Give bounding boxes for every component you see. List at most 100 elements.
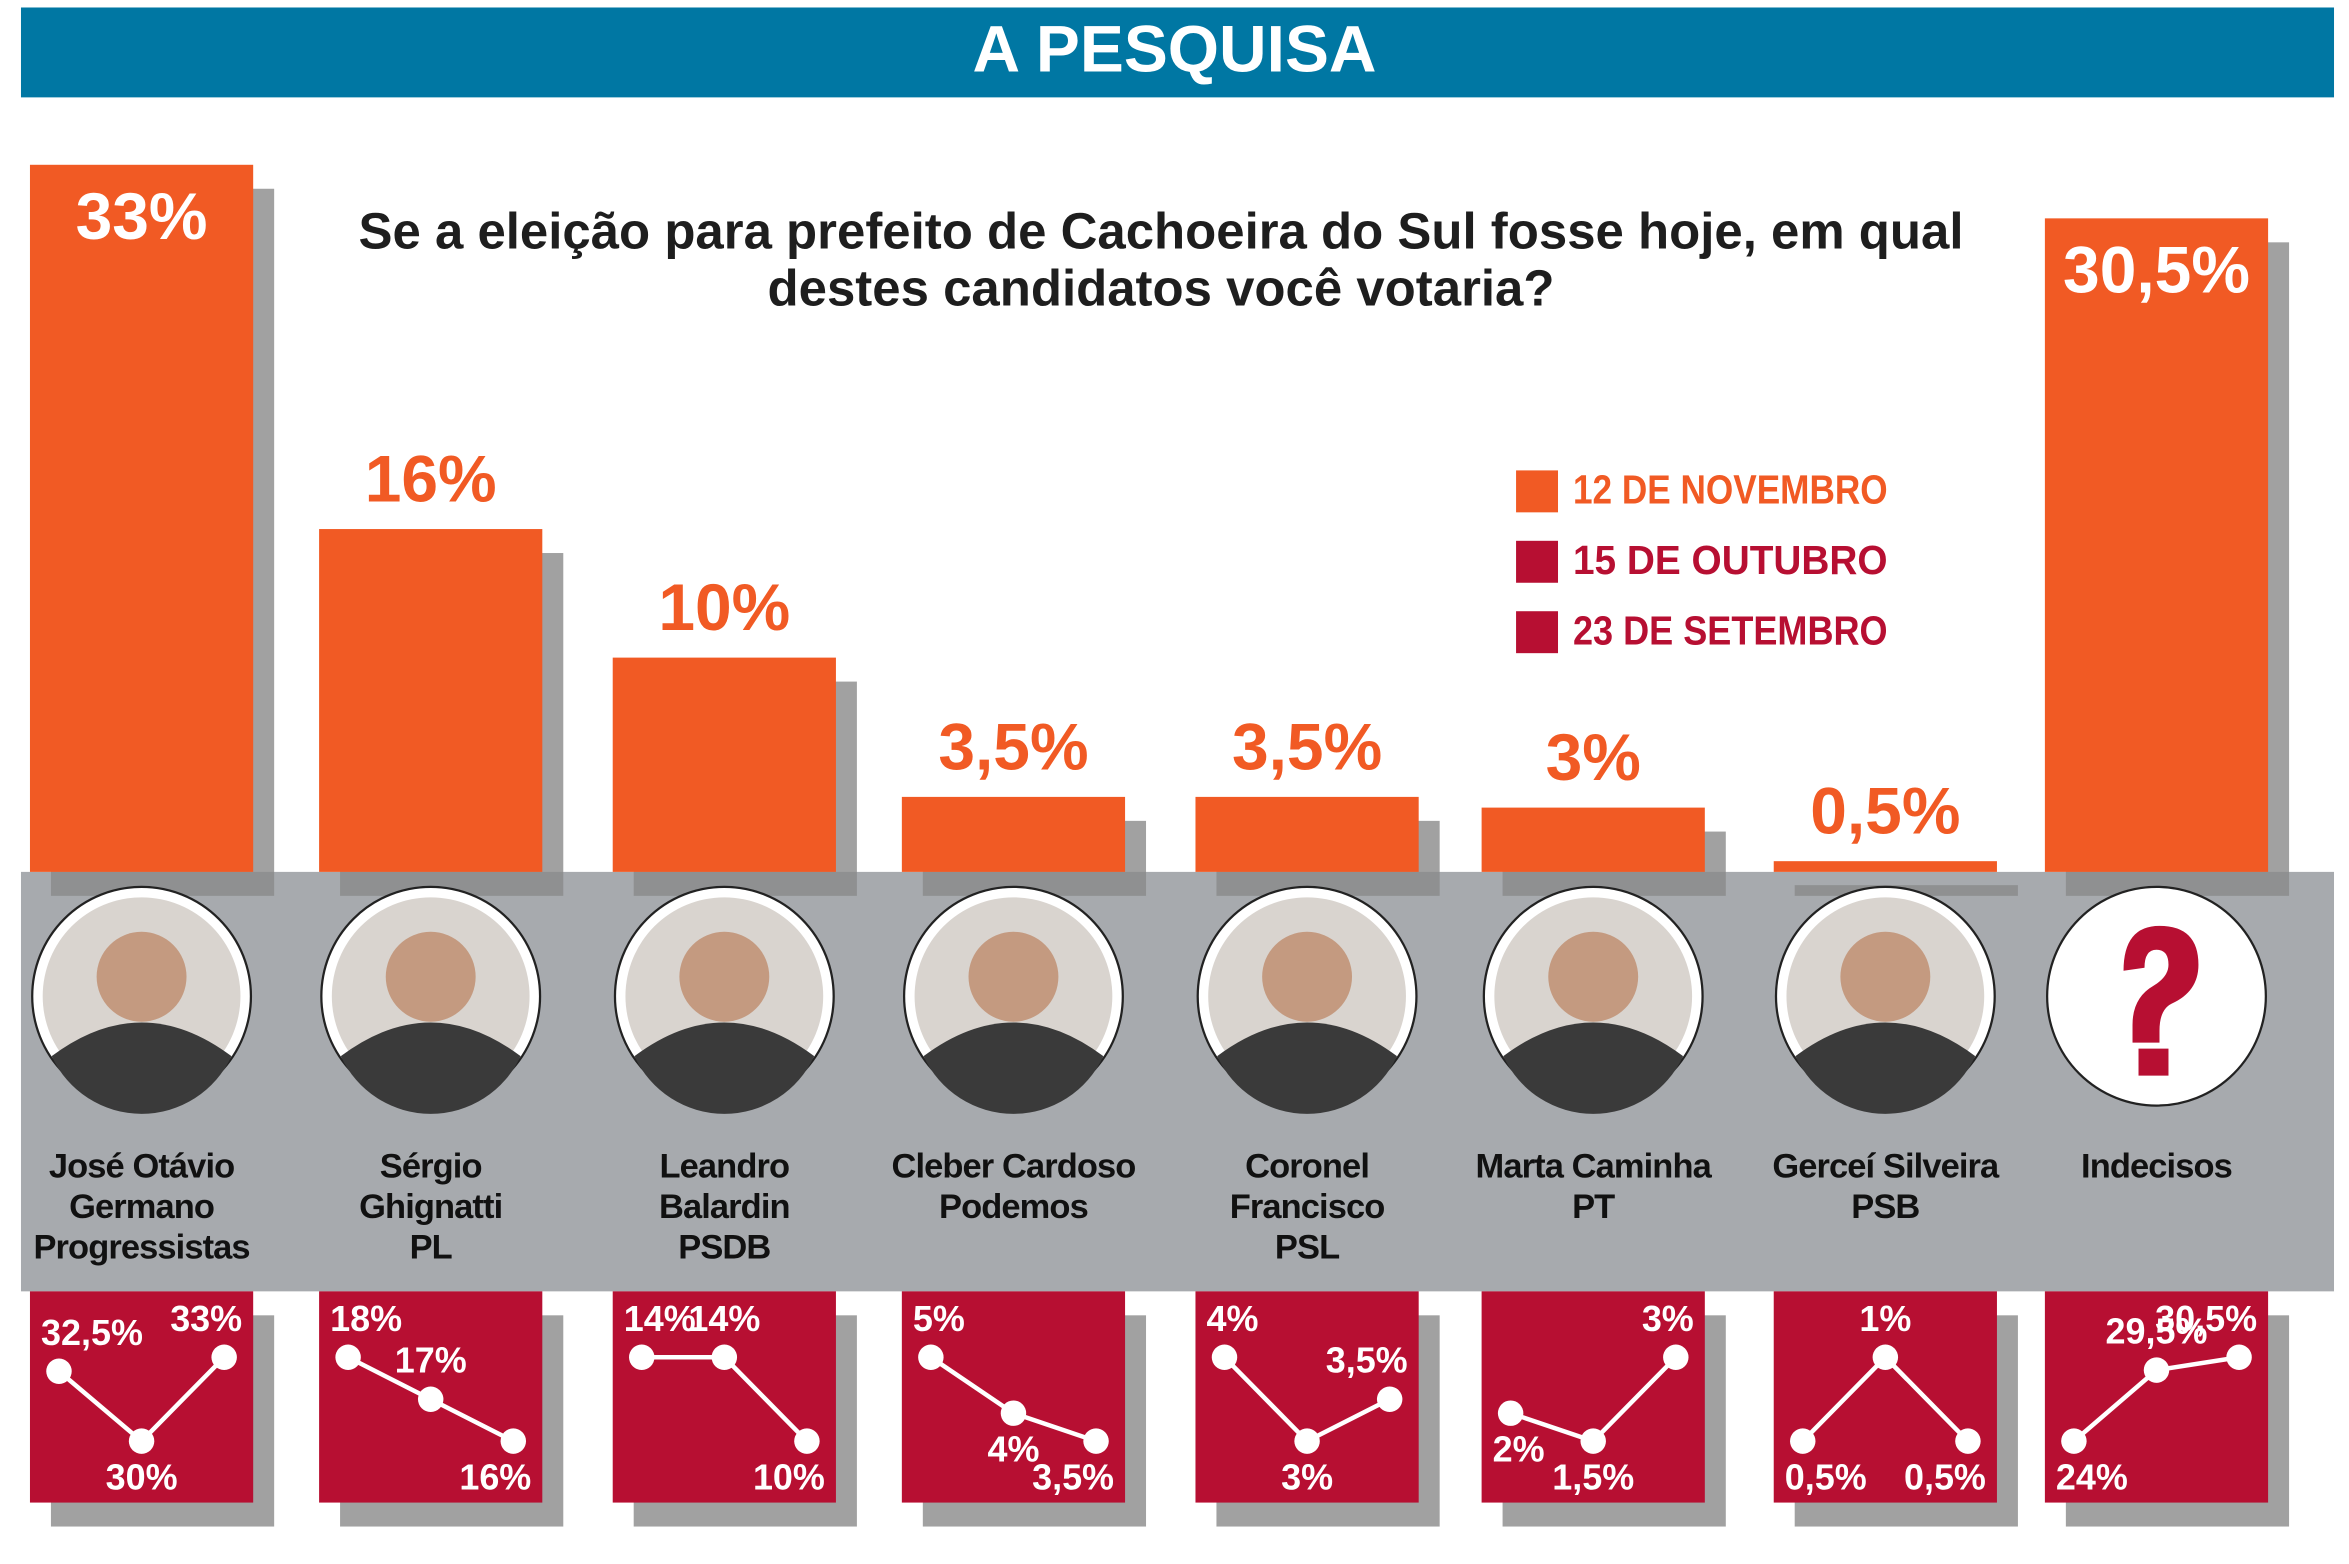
party-name: PL — [409, 1226, 453, 1266]
trend-point — [46, 1358, 72, 1384]
party-name: PSDB — [678, 1226, 771, 1266]
trend-value-label: 5% — [913, 1298, 965, 1339]
trend-value-label: 4% — [987, 1429, 1039, 1470]
trend-value-label: 24% — [2056, 1457, 2128, 1498]
bar — [901, 796, 1126, 872]
bar — [1773, 861, 1997, 872]
bar — [2044, 218, 2269, 872]
trend-value-label: 14% — [624, 1298, 696, 1339]
candidate-name: Leandro Balardin — [658, 1146, 791, 1226]
legend-label: 23 DE SETEMBRO — [1573, 607, 1888, 653]
trend-value-label: 2% — [1493, 1429, 1545, 1470]
trend-point — [1211, 1344, 1238, 1370]
trend-point — [500, 1428, 527, 1454]
trend-value-label: 4% — [1207, 1298, 1259, 1339]
question-icon — [2123, 925, 2199, 1076]
candidate-name: Indecisos — [2081, 1146, 2233, 1185]
trend-point — [629, 1344, 655, 1370]
legend-label: 12 DE NOVEMBRO — [1573, 467, 1888, 513]
trend-value-label: 3% — [1281, 1457, 1333, 1498]
trend-point — [1083, 1428, 1109, 1454]
trend-value-label: 1,5% — [1552, 1457, 1634, 1498]
legend-swatch — [1516, 611, 1559, 654]
header-title: A PESQUISA — [972, 11, 1376, 85]
trend-point — [1497, 1400, 1524, 1426]
trend-point — [335, 1344, 361, 1370]
bar — [29, 164, 254, 872]
name-block: Indecisos — [2007, 1146, 2307, 1186]
trend-box — [612, 1291, 836, 1503]
name-block: Gerceí Silveira PSB — [1736, 1146, 2036, 1227]
bar-value-label: 16% — [365, 442, 497, 516]
title-box: Se a eleição para prefeito de Cachoeira … — [358, 203, 1964, 318]
trend-point — [1376, 1386, 1403, 1412]
candidate-name: Cleber Cardoso — [891, 1146, 1136, 1185]
trend-value-label: 30,5% — [2155, 1298, 2257, 1339]
bar-value-label: 10% — [658, 570, 790, 644]
legend-swatch — [1516, 470, 1559, 513]
bar — [319, 529, 543, 872]
portrait-body — [634, 1022, 815, 1114]
trend-point — [211, 1344, 237, 1370]
party-name: PT — [1572, 1186, 1615, 1226]
bar-value-label: 3,5% — [1232, 709, 1382, 783]
trend-value-label: 1% — [1859, 1298, 1911, 1339]
trend-point — [2226, 1344, 2252, 1370]
header-bar — [20, 7, 2335, 98]
trend-point — [2143, 1357, 2170, 1383]
name-block: José Otávio Germano Progressistas — [0, 1146, 291, 1267]
trend-point — [128, 1428, 155, 1454]
trend-point — [1790, 1428, 1816, 1454]
portrait-body — [1503, 1022, 1684, 1114]
chart-title: Se a eleição para prefeito de Cachoeira … — [358, 203, 1964, 318]
portrait-body — [340, 1022, 521, 1114]
trend-value-label: 10% — [753, 1457, 825, 1498]
party-name: Podemos — [939, 1186, 1089, 1226]
bar — [1481, 807, 1705, 872]
trend-value-label: 0,5% — [1785, 1457, 1867, 1498]
name-block: Coronel Francisco PSL — [1157, 1146, 1457, 1267]
candidate-name: Marta Caminha — [1475, 1146, 1712, 1185]
bar — [1195, 796, 1419, 872]
trend-box — [1481, 1291, 1705, 1503]
trend-value-label: 3,5% — [1326, 1340, 1408, 1381]
portrait-head — [96, 931, 187, 1022]
trend-point — [1294, 1428, 1320, 1454]
trend-value-label: 18% — [330, 1298, 402, 1339]
candidate-name: Gerceí Silveira — [1772, 1146, 1999, 1185]
trend-value-label: 14% — [688, 1298, 760, 1339]
trend-box — [29, 1291, 254, 1503]
trend-value-label: 33% — [170, 1298, 242, 1339]
trend-point — [711, 1344, 738, 1370]
name-block: Leandro Balardin PSDB — [575, 1146, 875, 1267]
candidate-name: José Otávio Germano — [48, 1146, 235, 1226]
trend-box — [2044, 1291, 2269, 1503]
bar-value-label: 3,5% — [938, 709, 1088, 783]
trend-value-label: 29,5% — [2106, 1311, 2208, 1352]
trend-value-label: 0,5% — [1904, 1457, 1986, 1498]
trend-box — [901, 1291, 1126, 1503]
trend-value-label: 3,5% — [1032, 1457, 1114, 1498]
trend-value-label: 30% — [106, 1457, 178, 1498]
party-name: PSL — [1274, 1226, 1340, 1266]
trend-point — [2061, 1428, 2087, 1454]
trend-point — [417, 1386, 444, 1412]
portrait-head — [1840, 931, 1931, 1022]
legend-label: 15 DE OUTUBRO — [1573, 537, 1888, 583]
legend-swatch — [1516, 540, 1559, 583]
party-name: PSB — [1851, 1186, 1920, 1226]
name-block: Cleber Cardoso Podemos — [864, 1146, 1164, 1227]
portrait-head — [1262, 931, 1353, 1022]
trend-box — [1773, 1291, 1997, 1503]
portrait-body — [1217, 1022, 1397, 1114]
candidate-name: Sérgio Ghignatti — [359, 1146, 503, 1226]
